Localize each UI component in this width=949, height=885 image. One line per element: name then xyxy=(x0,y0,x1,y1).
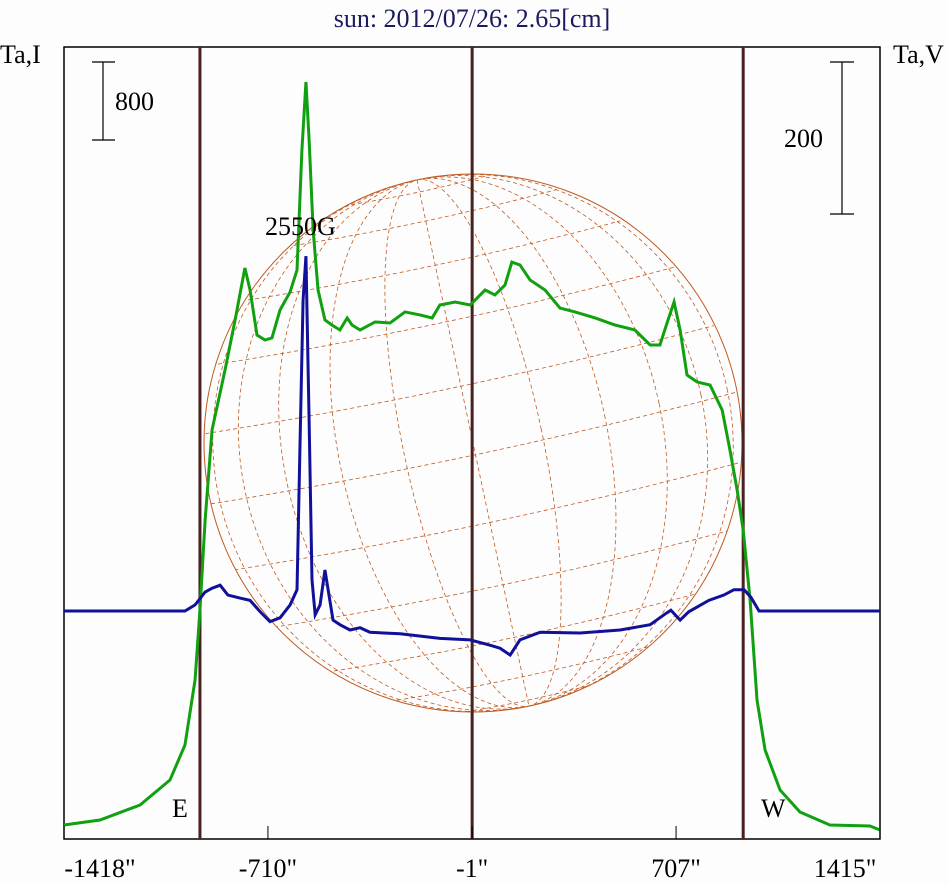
scale-bar-left-label: 800 xyxy=(115,87,154,116)
parallel-line xyxy=(248,220,621,301)
east-limb-label: E xyxy=(172,794,188,823)
x-tick-label: 707" xyxy=(651,854,701,883)
scale-bar-right-label: 200 xyxy=(784,124,823,153)
x-tick-label: -1418" xyxy=(64,854,135,883)
parallel-line xyxy=(218,266,674,365)
parallel-line xyxy=(390,644,654,702)
scale-bar-right xyxy=(830,61,854,215)
parallel-line xyxy=(459,683,596,714)
chart-title: sun: 2012/07/26: 2.65[cm] xyxy=(334,4,611,33)
parallel-line xyxy=(351,175,488,205)
parallel-line xyxy=(210,391,738,505)
parallel-line xyxy=(234,461,743,571)
series-V-line xyxy=(64,256,880,658)
x-tick-label: 1415" xyxy=(814,854,877,883)
parallel-line xyxy=(273,529,730,628)
parallel-line xyxy=(327,592,700,673)
meridian-line xyxy=(278,176,668,710)
parallel-line xyxy=(293,189,557,246)
solar-globe-grid xyxy=(203,173,743,714)
y-label-left: Ta,I xyxy=(0,40,41,69)
west-limb-label: W xyxy=(761,794,786,823)
y-label-right: Ta,V xyxy=(893,40,944,69)
scale-bar-left xyxy=(92,61,115,141)
x-tick-label: -710" xyxy=(239,854,297,883)
parallel-line xyxy=(205,325,714,435)
x-tick-label: -1" xyxy=(456,854,488,883)
series-I-line xyxy=(63,81,881,832)
field-annotation: 2550G xyxy=(265,212,336,241)
